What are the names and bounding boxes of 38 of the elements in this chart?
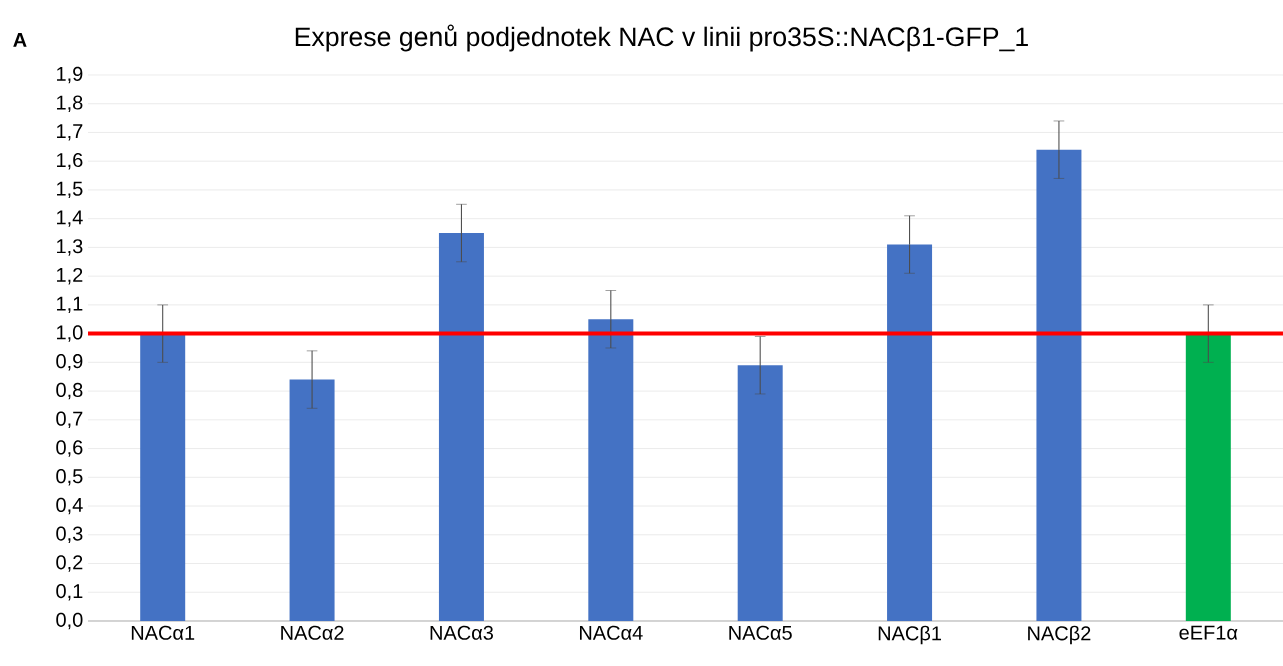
y-tick-label: 1,4 — [57, 210, 83, 227]
y-tick-label: 0,4 — [56, 497, 83, 515]
y-tick-label: 1,7 — [57, 124, 83, 141]
bar — [289, 379, 335, 621]
bar — [1036, 149, 1082, 621]
y-tick-label: 1,5 — [57, 181, 83, 199]
x-tick-label: NACα2 — [281, 625, 344, 640]
bar — [887, 244, 933, 621]
y-tick-label: 0,6 — [56, 440, 83, 457]
chart-title: Exprese genů podjednotek NAC v linii pro35S::NACβ1-GFP_1 — [295, 24, 1028, 52]
y-tick-label: 1,8 — [57, 95, 83, 112]
y-tick-label: 1,9 — [57, 66, 83, 84]
y-tick-label: 0,1 — [56, 583, 83, 601]
y-tick-label: 0,2 — [56, 555, 83, 572]
y-tick-label: 0,0 — [56, 612, 83, 630]
y-tick-label: 0,5 — [56, 469, 83, 486]
y-tick-label: 1,2 — [57, 267, 83, 285]
bar — [438, 233, 484, 621]
x-tick-label: NACα1 — [131, 625, 195, 640]
y-tick-label: 1,6 — [57, 152, 83, 170]
bar — [1185, 333, 1231, 621]
y-tick-label: 1,1 — [57, 296, 83, 314]
text: A — [13, 33, 27, 47]
x-tick-label: NACβ2 — [1028, 625, 1091, 645]
bar — [737, 365, 783, 621]
x-tick-label: eEF1α — [1179, 625, 1238, 640]
y-tick-label: 0,3 — [56, 526, 83, 544]
x-tick-label: NACα3 — [430, 625, 494, 640]
y-tick-label: 1,0 — [57, 325, 83, 342]
x-tick-label: NACβ1 — [878, 625, 941, 645]
y-tick-label: 0,8 — [56, 382, 83, 400]
y-tick-label: 1,3 — [57, 239, 83, 256]
y-tick-label: 0,7 — [56, 411, 83, 429]
y-tick-label: 0,9 — [56, 354, 83, 371]
x-tick-label: NACα5 — [729, 625, 792, 640]
bar — [140, 333, 186, 621]
x-tick-label: NACα4 — [579, 625, 643, 640]
bar — [588, 319, 634, 621]
